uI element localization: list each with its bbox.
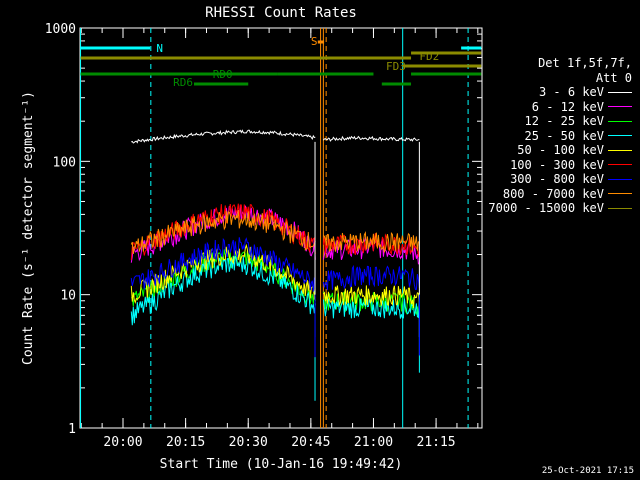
- rd0-label: RD0: [213, 68, 233, 81]
- legend-item: 300 - 800 keV: [486, 172, 632, 187]
- rd6-label: RD6: [173, 76, 193, 89]
- x-axis-label: Start Time (10-Jan-16 19:49:42): [160, 457, 403, 472]
- legend-swatch: [608, 149, 632, 151]
- legend-swatch: [608, 106, 632, 108]
- legend-item-label: 6 - 12 keV: [531, 99, 604, 114]
- legend-item-label: 300 - 800 keV: [510, 172, 604, 186]
- series-300-800-kevtrace: [322, 264, 420, 291]
- legend-swatch: [608, 193, 632, 195]
- legend-item: 3 - 6 keV: [486, 85, 632, 100]
- legend-item-label: 800 - 7000 keV: [502, 186, 604, 201]
- plot-frame: [79, 27, 483, 429]
- legend-swatch: [608, 135, 632, 137]
- legend-item-label: 100 - 300 keV: [510, 157, 604, 172]
- legend-header-line1: Det 1f,5f,7f,: [538, 56, 632, 70]
- x-tick-label: 20:45: [291, 435, 330, 450]
- legend-item-label: 50 - 100 keV: [517, 143, 604, 157]
- y-tick-label: 10: [60, 289, 76, 304]
- legend-item: 6 - 12 keV: [486, 100, 632, 115]
- legend-swatch: [608, 207, 632, 209]
- legend-item-label: 7000 - 15000 keV: [488, 201, 604, 215]
- series-traces: [130, 129, 420, 401]
- state-vertical-lines: [80, 28, 469, 428]
- legend-swatch: [608, 164, 632, 166]
- x-tick-label: 21:00: [354, 435, 393, 450]
- legend-item: 7000 - 15000 keV: [486, 201, 632, 216]
- x-tick-label: 20:30: [229, 435, 268, 450]
- legend-item: 25 - 50 keV: [486, 129, 632, 144]
- series-50-100-kevtrace: [130, 243, 316, 304]
- y-axis: 1 10 100 1000: [45, 22, 482, 437]
- legend-swatch: [608, 91, 632, 93]
- x-tick-label: 20:00: [103, 435, 142, 450]
- saa-label: S: [311, 35, 318, 48]
- legend-swatch: [608, 178, 632, 180]
- series-300-800-kevtrace: [130, 237, 316, 292]
- x-tick-label: 20:15: [166, 435, 205, 450]
- legend-item-label: 3 - 6 keV: [538, 85, 604, 99]
- series-50-100-kevtrace: [322, 285, 420, 308]
- timestamp-footer: 25-Oct-2021 17:15: [541, 466, 634, 476]
- legend-item-label: 12 - 25 keV: [524, 114, 604, 128]
- legend-item: 12 - 25 keV: [486, 114, 632, 129]
- legend-item-label: 25 - 50 keV: [524, 128, 604, 143]
- series-3-6-kevtrace: [131, 129, 316, 144]
- y-tick-label: 1000: [45, 22, 76, 37]
- legend-swatch: [608, 120, 632, 122]
- series-800-7000-kevtrace: [130, 209, 316, 254]
- legend-item: 100 - 300 keV: [486, 158, 632, 173]
- legend-header-line2: Att 0: [595, 70, 632, 85]
- legend: Det 1f,5f,7f, Att 0 3 - 6 keV 6 - 12 keV 1…: [486, 56, 632, 216]
- chart-title: RHESSI Count Rates: [205, 5, 357, 21]
- state-bars: N S FD2 FD3 RD0 RD6: [80, 35, 482, 89]
- series-3-6-kevtrace: [323, 135, 420, 142]
- x-tick-label: 21:15: [417, 435, 456, 450]
- night-label: N: [156, 42, 163, 55]
- legend-item: 50 - 100 keV: [486, 143, 632, 158]
- legend-item: 800 - 7000 keV: [486, 187, 632, 202]
- series-800-7000-kevtrace: [323, 230, 420, 253]
- fd2-label: FD2: [419, 50, 439, 63]
- y-tick-label: 1: [68, 422, 76, 437]
- fd3-label: FD3: [386, 60, 406, 73]
- x-axis: 20:00 20:15 20:30 20:45 21:00 21:15: [80, 28, 479, 450]
- y-tick-label: 100: [53, 155, 76, 170]
- y-axis-label: Count Rate (s⁻¹ detector segment⁻¹): [21, 91, 36, 365]
